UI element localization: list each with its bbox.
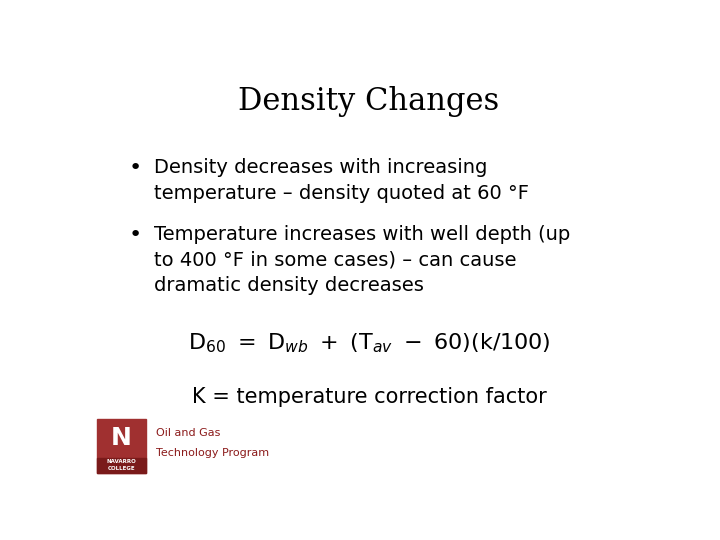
Text: temperature – density quoted at 60 °F: temperature – density quoted at 60 °F — [154, 184, 529, 203]
Text: Density decreases with increasing: Density decreases with increasing — [154, 158, 487, 177]
Text: Oil and Gas: Oil and Gas — [156, 428, 220, 437]
Text: NAVARRO: NAVARRO — [107, 459, 136, 464]
Text: •: • — [129, 225, 143, 245]
Text: Technology Program: Technology Program — [156, 448, 269, 457]
Text: COLLEGE: COLLEGE — [107, 466, 135, 471]
Text: $\mathregular{D}_{60}\ =\ \mathregular{D}_{wb}\ +\ (\mathregular{T}_{av}\ -\ 60): $\mathregular{D}_{60}\ =\ \mathregular{D… — [188, 331, 550, 355]
Text: N: N — [111, 426, 132, 450]
Text: dramatic density decreases: dramatic density decreases — [154, 276, 424, 295]
Text: to 400 °F in some cases) – can cause: to 400 °F in some cases) – can cause — [154, 251, 517, 269]
Text: Density Changes: Density Changes — [238, 85, 500, 117]
Text: K = temperature correction factor: K = temperature correction factor — [192, 387, 546, 407]
FancyBboxPatch shape — [96, 458, 145, 473]
FancyBboxPatch shape — [96, 419, 145, 473]
Text: •: • — [129, 158, 143, 178]
Text: Temperature increases with well depth (up: Temperature increases with well depth (u… — [154, 225, 570, 244]
